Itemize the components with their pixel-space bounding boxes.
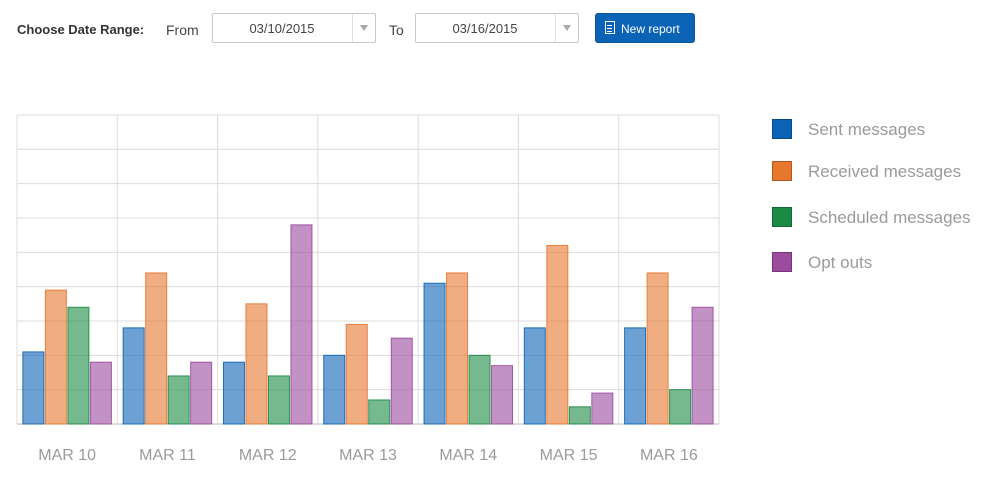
x-tick-label: MAR 11: [139, 447, 196, 464]
from-label: From: [166, 22, 199, 38]
from-date-select[interactable]: 03/10/2015: [212, 13, 376, 43]
legend-label: Received messages: [808, 162, 962, 181]
from-dropdown-arrow[interactable]: [352, 14, 375, 42]
x-tick-label: MAR 15: [540, 447, 598, 464]
bar-optout-1: [89, 361, 112, 425]
bar-scheduled-7: [669, 389, 692, 425]
date-range-label: Choose Date Range:: [17, 22, 145, 37]
bar-received-1: [44, 289, 67, 425]
bar-sent-1: [22, 351, 45, 425]
legend-swatch: [772, 119, 792, 139]
chevron-down-icon: [563, 25, 571, 31]
bar-received-4: [345, 323, 368, 425]
to-date-select[interactable]: 03/16/2015: [415, 13, 579, 43]
date-range-toolbar: Choose Date Range: From 03/10/2015 To 03…: [0, 13, 993, 45]
to-dropdown-arrow[interactable]: [555, 14, 578, 42]
bar-received-7: [646, 272, 669, 425]
bar-received-6: [546, 244, 569, 425]
chevron-down-icon: [360, 25, 368, 31]
bar-scheduled-1: [67, 306, 90, 425]
x-tick-label: MAR 14: [439, 447, 497, 464]
x-tick-label: MAR 10: [38, 447, 96, 464]
legend-swatch: [772, 161, 792, 181]
bar-received-2: [145, 272, 168, 425]
bar-optout-7: [691, 306, 714, 425]
bar-sent-4: [323, 354, 346, 425]
bar-received-3: [245, 303, 268, 425]
new-report-button[interactable]: New report: [595, 13, 695, 43]
bar-sent-5: [423, 282, 446, 425]
legend-swatch: [772, 252, 792, 272]
bar-scheduled-6: [568, 406, 591, 425]
to-label: To: [389, 22, 404, 38]
x-tick-label: MAR 12: [239, 447, 297, 464]
bar-optout-6: [591, 392, 614, 425]
bar-scheduled-2: [167, 375, 190, 425]
x-tick-label: MAR 16: [640, 447, 698, 464]
legend-swatch: [772, 207, 792, 227]
bar-optout-4: [390, 337, 413, 425]
new-report-label: New report: [621, 22, 680, 36]
x-tick-label: MAR 13: [339, 447, 397, 464]
bar-scheduled-4: [368, 399, 391, 425]
bar-sent-7: [624, 327, 647, 425]
bar-optout-2: [190, 361, 213, 425]
bar-optout-5: [491, 365, 514, 425]
bar-optout-3: [290, 224, 313, 425]
legend-label: Scheduled messages: [808, 208, 971, 227]
bar-scheduled-3: [267, 375, 290, 425]
bar-sent-2: [122, 327, 145, 425]
legend-label: Opt outs: [808, 253, 873, 272]
bar-sent-6: [523, 327, 546, 425]
legend-label: Sent messages: [808, 120, 926, 139]
document-icon: [605, 21, 615, 34]
bar-received-5: [446, 272, 469, 425]
to-date-value: 03/16/2015: [452, 21, 518, 36]
bar-sent-3: [222, 361, 245, 425]
from-date-value: 03/10/2015: [249, 21, 315, 36]
bar-scheduled-5: [468, 354, 491, 425]
